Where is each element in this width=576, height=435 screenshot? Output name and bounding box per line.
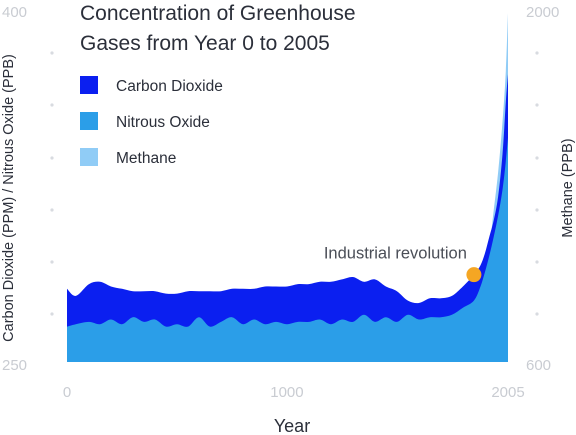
- y-tick-right-bottom: 600: [526, 357, 551, 374]
- legend: Carbon Dioxide Nitrous Oxide Methane: [80, 76, 223, 167]
- series-area-nitrous-oxide: [67, 137, 508, 362]
- x-tick-label: 0: [63, 384, 71, 401]
- x-tick-label: 2005: [491, 384, 524, 401]
- annotations: Industrial revolution: [324, 245, 482, 283]
- y-tick-left-top: 400: [2, 4, 27, 21]
- grid-dot-left: [50, 156, 54, 160]
- y-axis-title-right: Methane (PPB): [560, 138, 576, 237]
- grid-dot-right: [535, 156, 539, 160]
- annotation-marker: [466, 267, 482, 283]
- grid-dots: [50, 51, 539, 316]
- legend-swatch: [80, 148, 98, 166]
- legend-label: Methane: [116, 150, 176, 167]
- y-tick-right-top: 2000: [526, 4, 559, 21]
- grid-dot-right: [535, 260, 539, 264]
- legend-swatch: [80, 112, 98, 130]
- x-axis-title: Year: [274, 416, 310, 435]
- legend-label: Nitrous Oxide: [116, 114, 210, 131]
- x-ticks: 0 1000 2005: [63, 384, 525, 401]
- grid-dot-left: [50, 260, 54, 264]
- legend-label: Carbon Dioxide: [116, 78, 223, 95]
- grid-dot-left: [50, 208, 54, 212]
- area-series: [67, 13, 508, 362]
- chart-title-line-1: Concentration of Greenhouse: [80, 2, 356, 25]
- grid-dot-left: [50, 51, 54, 55]
- chart-title-line-2: Gases from Year 0 to 2005: [80, 32, 330, 55]
- x-tick-label: 1000: [270, 384, 303, 401]
- y-tick-left-bottom: 250: [2, 357, 27, 374]
- grid-dot-left: [50, 312, 54, 316]
- grid-dot-right: [535, 103, 539, 107]
- legend-swatch: [80, 76, 98, 94]
- grid-dot-left: [50, 103, 54, 107]
- grid-dot-right: [535, 208, 539, 212]
- grid-dot-right: [535, 51, 539, 55]
- y-axis-title-left: Carbon Dioxide (PPM) / Nitrous Oxide (PP…: [1, 54, 17, 342]
- annotation-label: Industrial revolution: [324, 245, 467, 263]
- grid-dot-right: [535, 312, 539, 316]
